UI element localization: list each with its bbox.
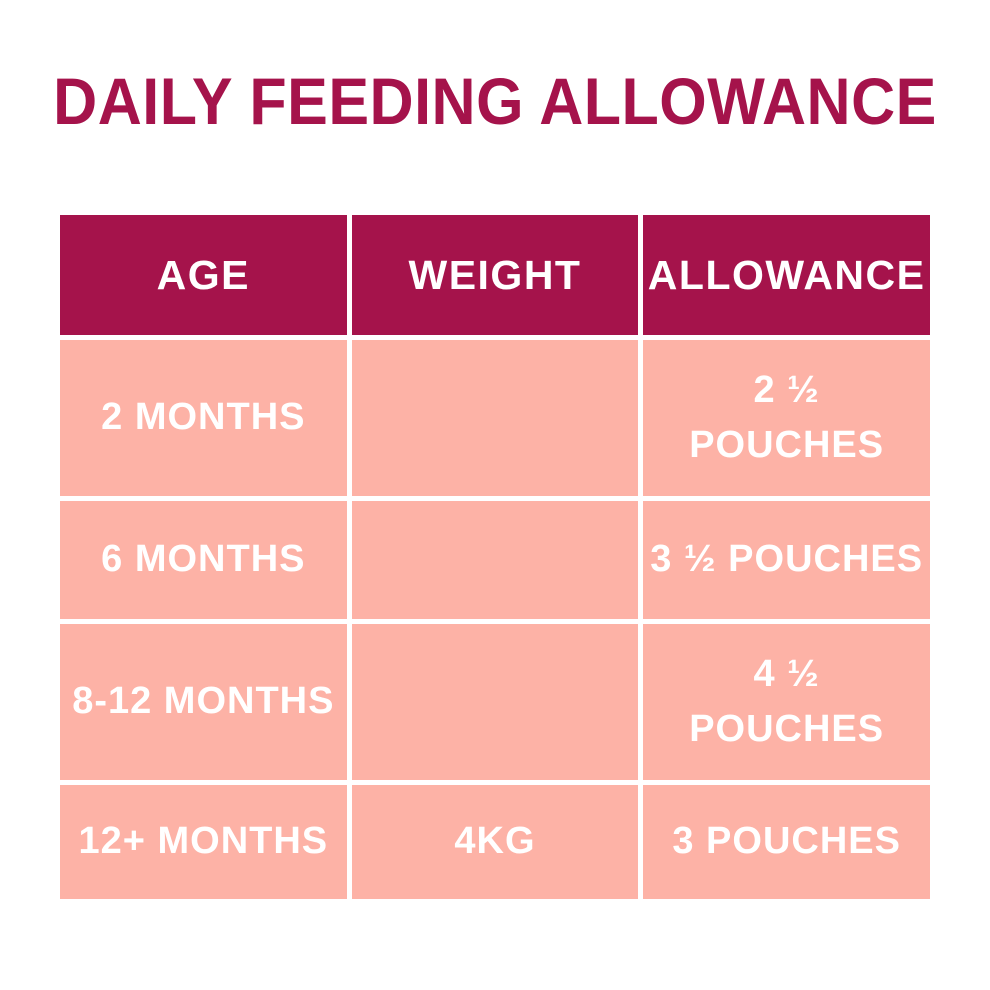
age-cell-row-2: 6 MONTHS <box>60 501 347 619</box>
feeding-table: AGE WEIGHT ALLOWANCE 2 MONTHS 2 ½ POUCHE… <box>60 215 930 899</box>
column-header-weight: WEIGHT <box>351 215 639 335</box>
feeding-allowance-infographic: DAILY FEEDING ALLOWANCE AGE WEIGHT ALLOW… <box>53 64 937 899</box>
weight-cell-row-1 <box>351 340 639 496</box>
weight-cell-row-3 <box>351 624 639 780</box>
page-title: DAILY FEEDING ALLOWANCE <box>53 64 937 139</box>
allowance-cell-row-3: 4 ½ POUCHES <box>643 624 930 780</box>
age-cell-row-3: 8-12 MONTHS <box>60 624 347 780</box>
column-header-age: AGE <box>60 215 347 335</box>
column-header-allowance: ALLOWANCE <box>643 215 930 335</box>
allowance-cell-row-2: 3 ½ POUCHES <box>643 501 930 619</box>
age-cell-row-4: 12+ MONTHS <box>60 785 347 899</box>
age-cell-row-1: 2 MONTHS <box>60 340 347 496</box>
weight-cell-row-2 <box>351 501 639 619</box>
allowance-cell-row-4: 3 POUCHES <box>643 785 930 899</box>
weight-cell-row-4: 4KG <box>351 785 639 899</box>
allowance-cell-row-1: 2 ½ POUCHES <box>643 340 930 496</box>
